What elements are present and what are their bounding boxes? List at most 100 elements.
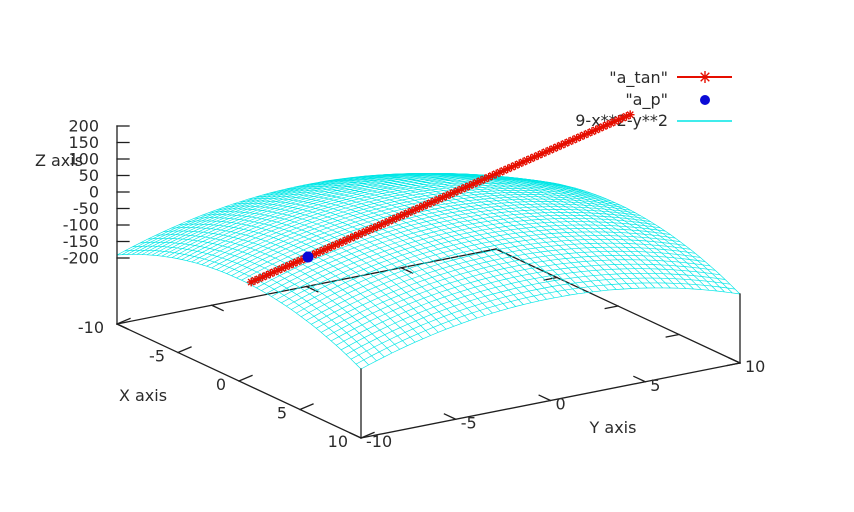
mesh-line (321, 250, 701, 333)
mesh-line (261, 209, 641, 291)
mesh-line (209, 211, 455, 327)
mesh-line (325, 255, 706, 337)
x-tick-mirror (665, 333, 680, 338)
z-tick-label: -100 (63, 216, 99, 235)
z-tick-label: -200 (63, 249, 99, 268)
mesh-line (372, 174, 617, 290)
mesh-line (171, 227, 416, 343)
mesh-line (140, 241, 385, 358)
x-tick (238, 374, 253, 382)
mesh-line (271, 214, 651, 297)
mesh-line (340, 268, 721, 351)
mesh-line (217, 208, 462, 324)
mesh-line (221, 190, 601, 272)
mesh-line (276, 218, 656, 300)
mesh-line (132, 245, 377, 362)
y-tick-label: 0 (556, 395, 566, 414)
mesh-line (301, 235, 681, 317)
y-tick-mirror (400, 266, 414, 274)
mesh-line (355, 282, 736, 365)
mesh-line (387, 173, 632, 289)
mesh-line (163, 230, 408, 346)
mesh-line (232, 203, 478, 319)
z-tick-label: 200 (68, 117, 99, 136)
legend: "a_tan" "a_p" 9-x**2-y**2 (575, 68, 732, 130)
y-tick (443, 413, 457, 421)
mesh-line (202, 214, 447, 330)
mesh-line (335, 263, 716, 346)
y-tick-label: -5 (461, 413, 477, 432)
mesh-line (379, 173, 625, 290)
mesh-line (256, 206, 636, 289)
mesh-line (472, 176, 718, 292)
a-tan-line (250, 113, 631, 284)
mesh-line (360, 287, 741, 370)
mesh-line (206, 184, 586, 267)
z-tick-label: -150 (63, 232, 99, 251)
mesh-line (311, 242, 691, 325)
mesh-line (266, 211, 646, 294)
x-tick-label: 5 (277, 404, 287, 423)
y-tick (538, 394, 552, 402)
z-tick-label: 150 (68, 133, 99, 152)
z-tick-label: -50 (73, 199, 99, 218)
mesh-line (333, 178, 578, 295)
x-tick-label: -5 (149, 347, 165, 366)
mesh-line (241, 198, 621, 281)
mesh-line (441, 173, 687, 289)
mesh-line (316, 246, 696, 329)
mesh-line (495, 179, 741, 295)
legend-label-a-p: "a_p" (625, 90, 668, 110)
mesh-line (194, 217, 439, 333)
y-tick-label: 10 (745, 357, 765, 376)
mesh-line (155, 234, 400, 350)
legend-label-a-tan: "a_tan" (609, 68, 668, 88)
y-tick-label: -10 (366, 432, 392, 451)
mesh-line (225, 205, 470, 321)
mesh-line (325, 180, 571, 296)
mesh-line (124, 249, 369, 366)
mesh-line (350, 277, 731, 360)
x-tick-mirror (604, 305, 619, 310)
x-tick-label: -10 (78, 318, 104, 337)
mesh-line (147, 238, 393, 354)
y-tick-label: 5 (650, 376, 660, 395)
mesh-line (211, 186, 591, 269)
a-tan-markers (246, 110, 635, 287)
mesh-line (488, 177, 733, 294)
x-tick-mirror (543, 276, 558, 281)
mesh-line (296, 231, 676, 314)
mesh-line (186, 220, 431, 336)
y-tick (727, 356, 741, 364)
z-axis-label: Z axis (35, 151, 83, 170)
mesh-line (271, 191, 516, 307)
base-border-front (116, 323, 741, 439)
x-axis-label: X axis (119, 386, 167, 405)
y-tick (633, 375, 647, 383)
mesh-line (216, 188, 596, 270)
x-tick (299, 403, 314, 411)
x-tick-label: 10 (328, 432, 348, 451)
mesh-line (231, 194, 611, 276)
mesh-line (281, 221, 661, 304)
x-tick (177, 346, 192, 354)
mesh-line (395, 173, 640, 289)
mesh-line (306, 238, 686, 321)
legend-dot-marker-icon (700, 95, 710, 105)
x-tick-mirror (482, 248, 497, 253)
z-tick-label: 100 (68, 150, 99, 169)
a-p-point (302, 251, 314, 263)
mesh-line (348, 176, 594, 293)
y-tick-mirror (210, 304, 224, 312)
x-tick (360, 431, 375, 439)
mesh-line (178, 223, 424, 340)
x-tick-label: 0 (216, 375, 226, 394)
mesh-line (248, 198, 493, 314)
mesh-line (356, 175, 602, 292)
mesh-line (318, 181, 563, 297)
mesh-line (236, 196, 616, 279)
mesh-line (201, 183, 581, 265)
